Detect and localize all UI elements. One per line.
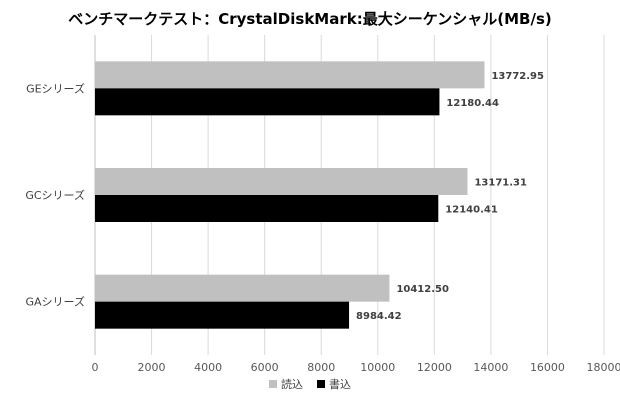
x-tick-label: 14000: [473, 361, 508, 374]
data-label: 12180.44: [446, 98, 499, 109]
data-label: 12140.41: [445, 205, 498, 216]
x-tick-label: 6000: [251, 361, 279, 374]
legend-swatch-read: [269, 380, 277, 388]
bar-write: [95, 195, 439, 222]
data-label: 10412.50: [396, 284, 449, 295]
category-label: GCシリーズ: [25, 188, 85, 202]
bar-read: [95, 168, 468, 195]
bar-write: [95, 301, 350, 329]
bar-read: [95, 61, 485, 89]
x-tick-label: 16000: [530, 361, 565, 374]
data-label: 8984.42: [356, 311, 402, 322]
data-label: 13171.31: [474, 178, 527, 189]
x-tick-label: 18000: [587, 361, 620, 374]
x-tick-label: 2000: [138, 361, 166, 374]
chart-title: ベンチマークテスト：CrystalDiskMark:最大シーケンシャル(MB/s…: [68, 10, 552, 28]
x-tick-label: 8000: [307, 361, 335, 374]
bar-write: [95, 88, 440, 116]
legend: 読込 書込: [0, 376, 620, 392]
x-tick-label: 4000: [194, 361, 222, 374]
legend-item-write: 書込: [317, 376, 351, 392]
category-label: GEシリーズ: [26, 81, 85, 95]
bar-read: [95, 274, 390, 302]
legend-swatch-write: [317, 380, 325, 388]
category-label: GAシリーズ: [26, 295, 86, 309]
x-tick-label: 12000: [417, 361, 452, 374]
legend-label-write: 書込: [329, 378, 351, 391]
data-label: 13772.95: [491, 71, 544, 82]
x-tick-label: 10000: [360, 361, 395, 374]
legend-item-read: 読込: [269, 376, 303, 392]
legend-label-read: 読込: [281, 378, 303, 391]
x-tick-label: 0: [92, 361, 99, 374]
